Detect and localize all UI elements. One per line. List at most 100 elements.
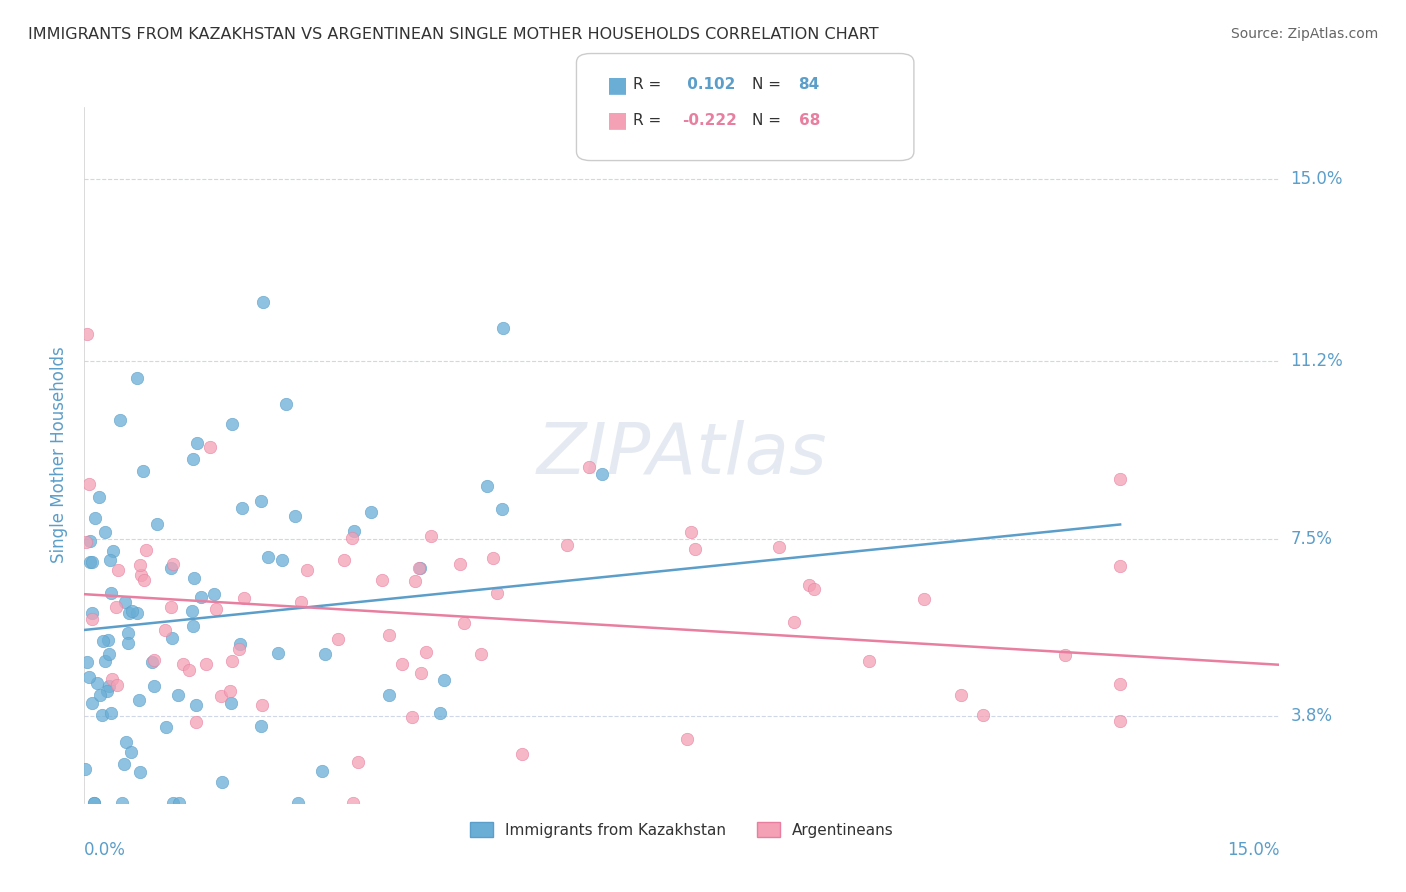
- Argentineans: [347, 755, 370, 769]
- Immigrants from Kazakhstan: [429, 706, 451, 720]
- Immigrants from Kazakhstan: [276, 397, 298, 411]
- Text: 84: 84: [799, 78, 820, 92]
- Immigrants from Kazakhstan: [89, 688, 111, 702]
- Immigrants from Kazakhstan: [129, 765, 152, 780]
- Immigrants from Kazakhstan: [155, 720, 177, 734]
- Argentineans: [578, 459, 600, 474]
- Y-axis label: Single Mother Households: Single Mother Households: [49, 347, 67, 563]
- Text: IMMIGRANTS FROM KAZAKHSTAN VS ARGENTINEAN SINGLE MOTHER HOUSEHOLDS CORRELATION C: IMMIGRANTS FROM KAZAKHSTAN VS ARGENTINEA…: [28, 27, 879, 42]
- Argentineans: [1109, 677, 1132, 691]
- Immigrants from Kazakhstan: [80, 606, 103, 620]
- Text: 0.0%: 0.0%: [84, 841, 127, 859]
- Immigrants from Kazakhstan: [117, 636, 139, 650]
- Immigrants from Kazakhstan: [91, 707, 114, 722]
- Text: 0.102: 0.102: [682, 78, 735, 92]
- Argentineans: [326, 632, 349, 646]
- Argentineans: [370, 573, 392, 587]
- Immigrants from Kazakhstan: [114, 595, 136, 609]
- Immigrants from Kazakhstan: [190, 590, 212, 604]
- Argentineans: [129, 568, 152, 582]
- Immigrants from Kazakhstan: [100, 586, 122, 600]
- Immigrants from Kazakhstan: [111, 796, 134, 810]
- Text: 7.5%: 7.5%: [1291, 530, 1333, 548]
- Text: ■: ■: [607, 111, 628, 130]
- Argentineans: [290, 595, 312, 609]
- Immigrants from Kazakhstan: [477, 479, 499, 493]
- Immigrants from Kazakhstan: [250, 719, 273, 733]
- Immigrants from Kazakhstan: [159, 561, 181, 575]
- Argentineans: [159, 599, 181, 614]
- Immigrants from Kazakhstan: [186, 436, 208, 450]
- Text: 3.8%: 3.8%: [1291, 707, 1333, 725]
- Immigrants from Kazakhstan: [181, 619, 204, 633]
- Immigrants from Kazakhstan: [114, 735, 136, 749]
- Argentineans: [219, 684, 242, 698]
- Immigrants from Kazakhstan: [167, 688, 190, 702]
- Argentineans: [482, 550, 505, 565]
- Text: R =: R =: [633, 113, 661, 128]
- Immigrants from Kazakhstan: [82, 696, 104, 710]
- Argentineans: [676, 732, 699, 747]
- Argentineans: [415, 645, 437, 659]
- Immigrants from Kazakhstan: [79, 555, 101, 569]
- Text: 68: 68: [799, 113, 820, 128]
- Immigrants from Kazakhstan: [97, 680, 120, 694]
- Argentineans: [104, 599, 127, 614]
- Argentineans: [858, 654, 880, 668]
- Immigrants from Kazakhstan: [120, 745, 142, 759]
- Immigrants from Kazakhstan: [91, 633, 114, 648]
- Immigrants from Kazakhstan: [492, 321, 515, 335]
- Immigrants from Kazakhstan: [219, 696, 242, 710]
- Argentineans: [179, 663, 201, 677]
- Argentineans: [221, 654, 243, 668]
- Immigrants from Kazakhstan: [231, 500, 253, 515]
- Argentineans: [194, 657, 217, 672]
- Immigrants from Kazakhstan: [162, 796, 184, 810]
- Immigrants from Kazakhstan: [83, 796, 105, 810]
- Text: Source: ZipAtlas.com: Source: ZipAtlas.com: [1230, 27, 1378, 41]
- Argentineans: [332, 553, 354, 567]
- Immigrants from Kazakhstan: [93, 524, 115, 539]
- Argentineans: [1109, 472, 1132, 486]
- Immigrants from Kazakhstan: [73, 762, 96, 776]
- Argentineans: [228, 641, 250, 656]
- Argentineans: [76, 326, 98, 341]
- Immigrants from Kazakhstan: [284, 509, 307, 524]
- Argentineans: [162, 557, 184, 571]
- Argentineans: [972, 708, 994, 723]
- Immigrants from Kazakhstan: [93, 654, 115, 668]
- Immigrants from Kazakhstan: [127, 371, 149, 385]
- Argentineans: [555, 538, 578, 552]
- Argentineans: [453, 615, 475, 630]
- Immigrants from Kazakhstan: [311, 764, 333, 778]
- Immigrants from Kazakhstan: [249, 494, 271, 508]
- Immigrants from Kazakhstan: [132, 463, 155, 477]
- Immigrants from Kazakhstan: [121, 604, 143, 618]
- Immigrants from Kazakhstan: [146, 517, 169, 532]
- Text: -0.222: -0.222: [682, 113, 737, 128]
- Immigrants from Kazakhstan: [128, 693, 150, 707]
- Argentineans: [401, 709, 423, 723]
- Immigrants from Kazakhstan: [76, 655, 98, 669]
- Argentineans: [107, 564, 129, 578]
- Immigrants from Kazakhstan: [141, 655, 163, 669]
- Argentineans: [409, 666, 432, 681]
- Immigrants from Kazakhstan: [100, 553, 122, 567]
- Text: N =: N =: [752, 78, 782, 92]
- Argentineans: [75, 535, 97, 549]
- Argentineans: [420, 529, 443, 543]
- Text: 15.0%: 15.0%: [1291, 170, 1343, 188]
- Argentineans: [377, 628, 399, 642]
- Immigrants from Kazakhstan: [84, 511, 107, 525]
- Immigrants from Kazakhstan: [101, 543, 124, 558]
- Argentineans: [205, 602, 228, 616]
- Immigrants from Kazakhstan: [183, 571, 205, 585]
- Text: R =: R =: [633, 78, 661, 92]
- Argentineans: [252, 698, 274, 713]
- Argentineans: [1109, 558, 1132, 573]
- Argentineans: [449, 557, 471, 571]
- Argentineans: [198, 440, 221, 454]
- Immigrants from Kazakhstan: [87, 490, 110, 504]
- Immigrants from Kazakhstan: [112, 757, 135, 772]
- Immigrants from Kazakhstan: [270, 553, 292, 567]
